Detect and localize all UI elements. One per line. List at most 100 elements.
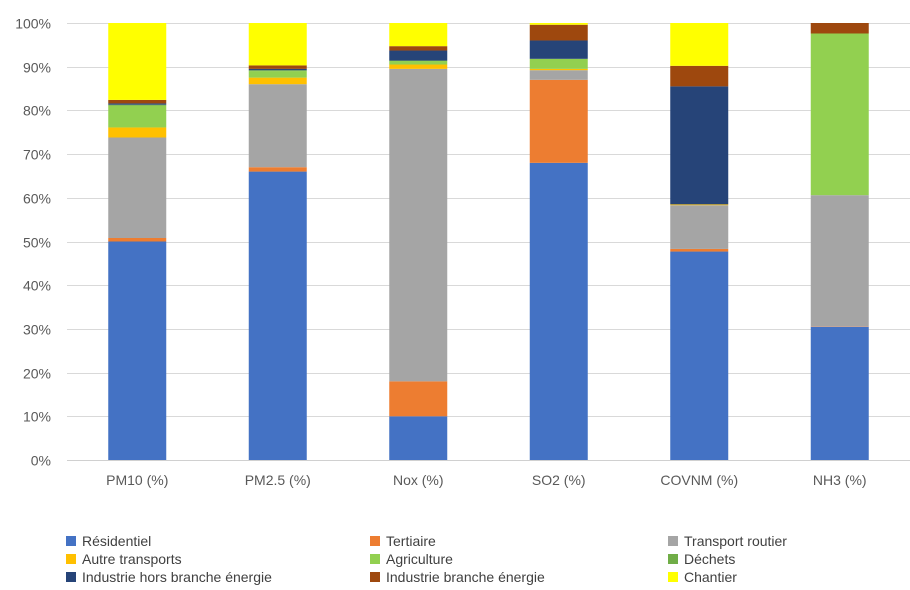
bar-segment <box>529 58 588 69</box>
bar-stack <box>810 23 869 460</box>
bar-segment <box>529 40 588 59</box>
bar-segment <box>670 204 729 206</box>
x-tick-label: NH3 (%) <box>813 472 867 488</box>
bar-segment <box>389 50 448 61</box>
legend-swatch <box>668 572 678 582</box>
bar-segment <box>389 381 448 417</box>
bar-segment <box>108 238 167 242</box>
bar-segment <box>529 70 588 80</box>
legend: Résidentiel Tertiaire Transport routier Aut… <box>0 532 910 590</box>
bar-segment <box>248 70 307 72</box>
bar-segment <box>248 68 307 71</box>
legend-item: Résidentiel <box>66 532 151 550</box>
legend-swatch <box>370 554 380 564</box>
bar-segment <box>529 79 588 163</box>
bar-segment <box>108 105 167 128</box>
bar-segment <box>248 71 307 78</box>
legend-swatch <box>668 536 678 546</box>
x-tick-label: Nox (%) <box>393 472 444 488</box>
bar-stack <box>529 23 588 460</box>
y-tick-label: 60% <box>23 191 51 207</box>
y-tick-label: 100% <box>15 16 51 32</box>
bar-segment <box>389 46 448 51</box>
bar-segment <box>389 68 448 382</box>
legend-label: Tertiaire <box>386 533 436 549</box>
bar-segment <box>389 61 448 65</box>
y-tick-label: 80% <box>23 103 51 119</box>
bar-segment <box>810 326 869 460</box>
x-tick-label: SO2 (%) <box>532 472 586 488</box>
bar-segment <box>389 416 448 460</box>
y-tick-label: 50% <box>23 235 51 251</box>
legend-swatch <box>66 554 76 564</box>
bar-segment <box>670 251 729 460</box>
bar-segment <box>108 104 167 106</box>
y-tick-label: 70% <box>23 147 51 163</box>
legend-item: Chantier <box>668 568 737 586</box>
bar-segment <box>108 23 167 100</box>
bar-segment <box>248 77 307 85</box>
bar-stack <box>670 23 729 460</box>
y-tick-label: 40% <box>23 278 51 294</box>
bar-segment <box>108 103 167 105</box>
bar-segment <box>670 23 729 66</box>
bar-segment <box>108 137 167 238</box>
legend-label: Transport routier <box>684 533 787 549</box>
x-tick-label: COVNM (%) <box>660 472 738 488</box>
legend-item: Autre transports <box>66 550 182 568</box>
bar-segment <box>108 127 167 138</box>
legend-item: Transport routier <box>668 532 787 550</box>
legend-swatch <box>66 536 76 546</box>
legend-label: Industrie hors branche énergie <box>82 569 272 585</box>
x-axis: PM10 (%) PM2.5 (%) Nox (%) SO2 (%) COVNM (%)… <box>106 472 866 488</box>
bar-segment <box>670 248 729 252</box>
bar-segment <box>529 162 588 460</box>
y-tick-label: 20% <box>23 366 51 382</box>
legend-label: Industrie branche énergie <box>386 569 545 585</box>
legend-swatch <box>66 572 76 582</box>
bar-segment <box>108 99 167 104</box>
legend-item: Tertiaire <box>370 532 436 550</box>
legend-swatch <box>370 536 380 546</box>
y-tick-label: 0% <box>31 453 51 469</box>
bar-segment <box>248 65 307 69</box>
x-tick-label: PM2.5 (%) <box>245 472 311 488</box>
bar-segment <box>810 195 869 327</box>
bar-segment <box>248 23 307 66</box>
bar-segment <box>670 86 729 205</box>
legend-item: Agriculture <box>370 550 453 568</box>
bars <box>108 23 869 460</box>
legend-item: Industrie hors branche énergie <box>66 568 272 586</box>
bar-segment <box>389 64 448 69</box>
legend-item: Déchets <box>668 550 735 568</box>
bar-stack <box>389 23 448 460</box>
bar-segment <box>248 171 307 460</box>
bar-segment <box>670 205 729 249</box>
bar-segment <box>670 65 729 87</box>
bar-segment <box>810 33 869 196</box>
x-tick-label: PM10 (%) <box>106 472 168 488</box>
legend-swatch <box>668 554 678 564</box>
y-tick-label: 90% <box>23 60 51 76</box>
legend-label: Agriculture <box>386 551 453 567</box>
bar-segment <box>529 24 588 41</box>
bar-segment <box>389 23 448 47</box>
legend-label: Chantier <box>684 569 737 585</box>
bar-segment <box>529 68 588 71</box>
bar-segment <box>248 167 307 172</box>
bar-stack <box>248 23 307 460</box>
gridlines <box>67 23 910 461</box>
y-tick-label: 10% <box>23 409 51 425</box>
legend-label: Résidentiel <box>82 533 152 549</box>
bar-segment <box>529 23 588 25</box>
y-axis: 0% 10% 20% 30% 40% 50% 60% 70% 80% 90% 100% <box>15 16 51 469</box>
legend-label: Déchets <box>684 551 736 567</box>
legend-item: Industrie branche énergie <box>370 568 545 586</box>
bar-segment <box>248 84 307 168</box>
bar-segment <box>810 23 869 34</box>
y-tick-label: 30% <box>23 322 51 338</box>
legend-label: Autre transports <box>82 551 182 567</box>
bar-stack <box>108 23 167 460</box>
legend-swatch <box>370 572 380 582</box>
bar-segment <box>108 241 167 460</box>
